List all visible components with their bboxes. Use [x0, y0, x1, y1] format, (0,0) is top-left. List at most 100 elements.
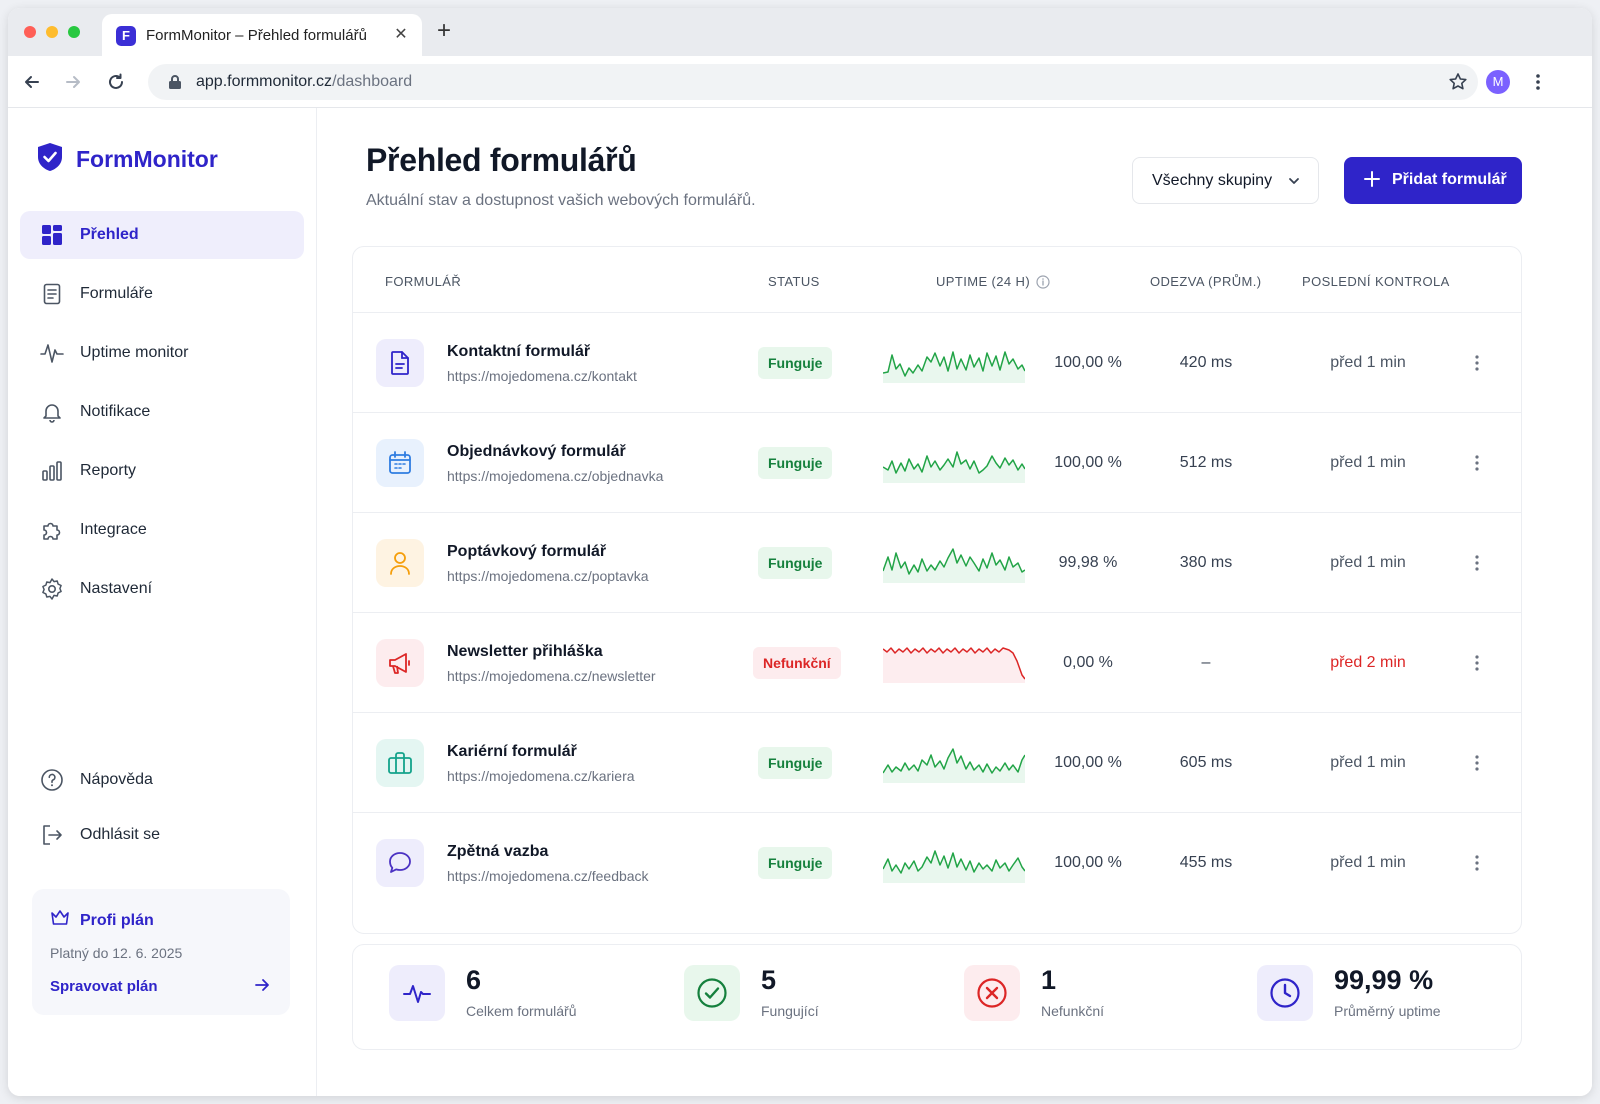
more-vertical-icon[interactable]	[1465, 451, 1489, 475]
more-vertical-icon[interactable]	[1465, 751, 1489, 775]
back-arrow-icon[interactable]	[20, 70, 44, 94]
uptime-value: 100,00 %	[1054, 454, 1122, 471]
status-badge: Funguje	[758, 347, 833, 379]
more-vertical-icon[interactable]	[1465, 851, 1489, 875]
close-window-button[interactable]	[24, 26, 36, 38]
form-name[interactable]: Poptávkový formulář	[447, 543, 607, 560]
uptime-value: 0,00 %	[1063, 654, 1113, 671]
stat-value: 1	[1041, 965, 1057, 995]
sidebar-item-label: Odhlásit se	[80, 826, 161, 843]
uptime-sparkline	[883, 548, 1025, 583]
status-badge: Funguje	[758, 847, 833, 879]
group-filter-value: Všechny skupiny	[1152, 172, 1273, 189]
sidebar-item-napoveda[interactable]: Nápověda	[20, 756, 304, 804]
forms-table: Formulář Status Uptime (24 h) Odezva (pr…	[352, 246, 1522, 934]
browser-window: F FormMonitor – Přehled formulářů ✕ + ap…	[8, 8, 1592, 1096]
more-vertical-icon[interactable]	[1465, 651, 1489, 675]
add-form-button[interactable]: Přidat formulář	[1344, 157, 1522, 204]
plan-title: Profi plán	[50, 909, 154, 932]
sidebar-item-integrace[interactable]: Integrace	[20, 506, 304, 554]
close-tab-icon[interactable]: ✕	[394, 26, 408, 43]
column-header-form: Formulář	[385, 274, 462, 289]
form-name[interactable]: Zpětná vazba	[447, 843, 549, 860]
form-url[interactable]: https://mojedomena.cz/kariera	[447, 768, 635, 784]
browser-menu-icon[interactable]	[1528, 70, 1548, 94]
form-name[interactable]: Newsletter přihláška	[447, 643, 603, 660]
maximize-window-button[interactable]	[68, 26, 80, 38]
last-check-value: před 1 min	[1330, 354, 1406, 371]
address-bar: app.formmonitor.cz/dashboard M	[8, 56, 1592, 108]
last-check-value: před 1 min	[1330, 854, 1406, 871]
column-header-uptime: Uptime (24 h)	[936, 274, 1050, 292]
sidebar-item-prehled[interactable]: Přehled	[20, 211, 304, 259]
form-url[interactable]: https://mojedomena.cz/kontakt	[447, 368, 637, 384]
profile-avatar[interactable]: M	[1486, 70, 1510, 94]
sidebar-item-label: Notifikace	[80, 403, 151, 420]
new-tab-icon[interactable]: +	[436, 17, 451, 44]
form-url[interactable]: https://mojedomena.cz/feedback	[447, 868, 649, 884]
dashboard-grid-icon	[40, 223, 64, 247]
sidebar-item-label: Integrace	[80, 521, 147, 538]
document-icon	[376, 339, 424, 387]
x-circle-icon	[964, 965, 1020, 1021]
table-row[interactable]: Newsletter přihláška https://mojedomena.…	[353, 613, 1521, 713]
stat-value: 99,99 %	[1334, 965, 1434, 995]
table-row[interactable]: Objednávkový formulář https://mojedomena…	[353, 413, 1521, 513]
column-header-last-check: Poslední kontrola	[1302, 274, 1450, 289]
browser-tab[interactable]: F FormMonitor – Přehled formulářů ✕	[102, 14, 422, 56]
arrow-right-icon[interactable]	[254, 977, 270, 998]
form-name[interactable]: Kontaktní formulář	[447, 343, 591, 360]
table-row[interactable]: Zpětná vazba https://mojedomena.cz/feedb…	[353, 813, 1521, 913]
sidebar-item-odhlasit[interactable]: Odhlásit se	[20, 811, 304, 859]
minimize-window-button[interactable]	[46, 26, 58, 38]
sidebar-item-reporty[interactable]: Reporty	[20, 447, 304, 495]
table-row[interactable]: Kariérní formulář https://mojedomena.cz/…	[353, 713, 1521, 813]
url-text: app.formmonitor.cz/dashboard	[196, 73, 413, 90]
pulse-icon	[40, 341, 64, 365]
table-row[interactable]: Poptávkový formulář https://mojedomena.c…	[353, 513, 1521, 613]
user-icon	[376, 539, 424, 587]
page-title: Přehled formulářů	[366, 142, 637, 178]
form-url[interactable]: https://mojedomena.cz/objednavka	[447, 468, 664, 484]
sidebar-item-notifikace[interactable]: Notifikace	[20, 388, 304, 436]
add-form-label: Přidat formulář	[1392, 171, 1507, 188]
bell-icon	[40, 400, 64, 424]
status-badge: Funguje	[758, 447, 833, 479]
sidebar-item-label: Reporty	[80, 462, 137, 479]
brand-logo[interactable]: FormMonitor	[36, 142, 218, 177]
bookmark-star-icon[interactable]	[1448, 72, 1468, 97]
last-check-value: před 1 min	[1330, 554, 1406, 571]
more-vertical-icon[interactable]	[1465, 351, 1489, 375]
uptime-value: 100,00 %	[1054, 354, 1122, 371]
status-badge: Funguje	[758, 547, 833, 579]
sidebar-item-label: Uptime monitor	[80, 344, 189, 361]
info-icon[interactable]	[1036, 275, 1050, 292]
response-value: 380 ms	[1179, 554, 1233, 571]
table-row[interactable]: Kontaktní formulář https://mojedomena.cz…	[353, 313, 1521, 413]
response-value: 605 ms	[1179, 754, 1233, 771]
sidebar-nav: Přehled Formuláře Uptime monitor Notifik…	[20, 211, 304, 624]
status-badge: Funguje	[758, 747, 833, 779]
uptime-sparkline	[883, 647, 1025, 683]
url-field[interactable]: app.formmonitor.cz/dashboard	[148, 64, 1478, 100]
reload-icon[interactable]	[104, 70, 128, 94]
form-name[interactable]: Kariérní formulář	[447, 743, 577, 760]
uptime-sparkline	[883, 748, 1025, 783]
group-filter-select[interactable]: Všechny skupiny	[1132, 157, 1319, 204]
plan-valid-until: Platný do 12. 6. 2025	[50, 945, 183, 961]
stat-label: Fungující	[761, 1003, 819, 1019]
form-url[interactable]: https://mojedomena.cz/newsletter	[447, 668, 656, 684]
sidebar-item-nastaveni[interactable]: Nastavení	[20, 565, 304, 613]
manage-plan-link[interactable]: Spravovat plán	[50, 978, 158, 995]
form-url[interactable]: https://mojedomena.cz/poptavka	[447, 568, 649, 584]
sidebar-item-label: Nastavení	[80, 580, 153, 597]
sidebar-bottom-nav: Nápověda Odhlásit se	[20, 756, 304, 866]
brand-name: FormMonitor	[76, 146, 218, 172]
plan-name: Profi plán	[80, 911, 154, 929]
sidebar-item-formulare[interactable]: Formuláře	[20, 270, 304, 318]
sidebar-item-uptime-monitor[interactable]: Uptime monitor	[20, 329, 304, 377]
forward-arrow-icon[interactable]	[61, 70, 85, 94]
form-name[interactable]: Objednávkový formulář	[447, 443, 626, 460]
more-vertical-icon[interactable]	[1465, 551, 1489, 575]
uptime-sparkline	[883, 451, 1025, 483]
